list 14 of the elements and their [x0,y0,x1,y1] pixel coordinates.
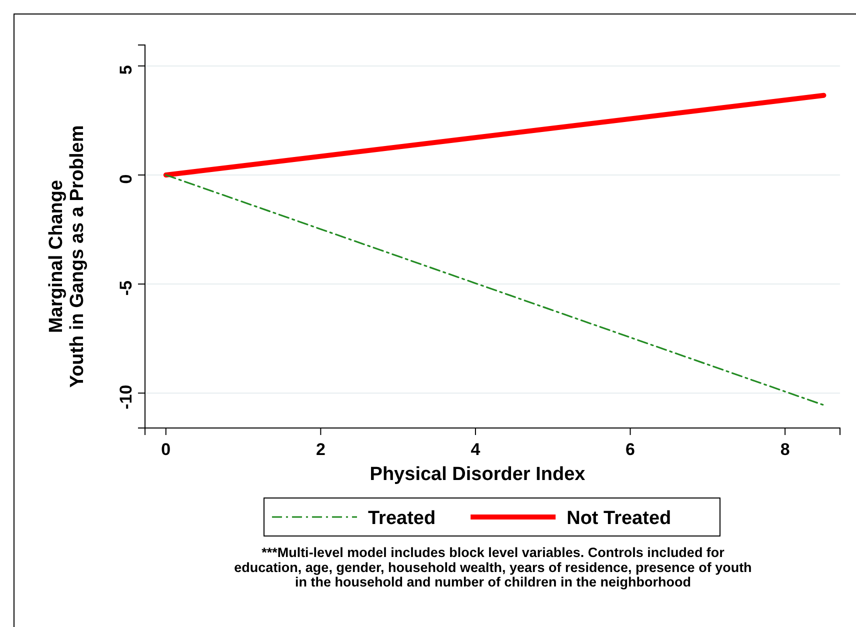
x-tick-label: 6 [626,440,635,459]
y-tick-label: -10 [116,384,136,410]
x-tick-label: 4 [470,440,481,459]
x-tick-label: 8 [780,440,790,459]
legend-label: Not Treated [566,508,672,529]
legend-label: Treated [368,508,436,529]
x-axis-title: Physical Disorder Index [370,464,586,485]
x-tick-label: 2 [316,440,326,459]
y-axis-title: Marginal Change Youth in Gangs as a Problem [46,125,88,388]
text: ***Multi-level model includes block level variables. Controls included for education, age, gender, household wealth, years of residence, presence of youth in the household and number of children in the neighborhood [234,545,752,590]
x-tick-label: 0 [161,440,171,459]
y-tick-label: -5 [116,280,136,296]
y-tick-label: 5 [116,65,136,75]
y-tick-label: 0 [116,174,136,184]
